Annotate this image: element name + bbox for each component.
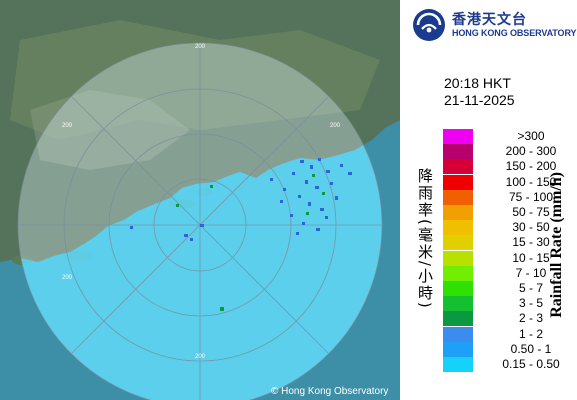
legend-label: 10 - 15 — [512, 250, 550, 265]
radar-time: 20:18 HKT — [444, 75, 511, 91]
legend-label: 50 - 75 — [512, 205, 550, 219]
legend-swatch — [443, 326, 473, 342]
legend-swatch — [443, 174, 473, 190]
copyright-text: © Hong Kong Observatory — [271, 386, 388, 397]
legend-label: 7 - 10 — [515, 265, 547, 280]
legend-label: 15 - 30 — [512, 235, 550, 250]
ring-label-east: 200 — [330, 123, 341, 129]
legend-title-cn: 降雨率(毫米/小時) — [416, 168, 434, 310]
legend-swatch — [443, 159, 473, 175]
legend-label: 1 - 2 — [518, 326, 543, 341]
legend-label: 0.50 - 1 — [510, 341, 552, 356]
legend-label: 200 - 300 — [505, 144, 557, 159]
org-name-en: HONG KONG OBSERVATORY — [452, 28, 577, 38]
legend-label: 30 - 50 — [512, 220, 550, 235]
legend-label: 3 - 5 — [518, 296, 543, 311]
legend-swatch — [443, 250, 473, 266]
legend-swatch — [443, 220, 473, 236]
legend-label: 150 - 200 — [505, 159, 557, 174]
legend-label: >300 — [517, 129, 545, 143]
legend-label: 75 - 100 — [508, 189, 554, 204]
legend-label: 0.15 - 0.50 — [502, 357, 560, 371]
legend-swatch — [443, 265, 473, 281]
legend-swatch — [443, 341, 473, 357]
legend-swatch — [443, 357, 473, 372]
legend-swatch — [443, 281, 473, 296]
legend-label: 5 - 7 — [518, 281, 543, 295]
legend-swatch — [443, 205, 473, 220]
legend-label: 100 - 150 — [505, 174, 557, 189]
legend-swatch — [443, 189, 473, 205]
rain-echoes — [130, 158, 352, 311]
legend-swatch — [443, 129, 473, 144]
legend-swatch — [443, 235, 473, 251]
land-plains — [30, 90, 190, 170]
radar-map[interactable]: 200 200 200 200 200 © Hong Kong Obs — [0, 0, 400, 400]
ring-label-northwest: 200 — [62, 123, 73, 129]
legend-panel: 香港天文台 HONG KONG OBSERVATORY 20:18 HKT 21… — [400, 0, 577, 400]
radar-date: 21-11-2025 — [444, 92, 515, 108]
legend-swatch — [443, 296, 473, 312]
legend-swatch — [443, 311, 473, 327]
ring-label-south: 200 — [195, 354, 206, 360]
legend-swatch — [443, 144, 473, 160]
ring-label-west: 200 — [62, 275, 73, 281]
ring-label-north: 200 — [195, 44, 206, 50]
org-name-cn: 香港天文台 — [452, 12, 527, 28]
observatory-emblem-icon — [413, 9, 445, 41]
legend-label: 2 - 3 — [518, 311, 543, 326]
